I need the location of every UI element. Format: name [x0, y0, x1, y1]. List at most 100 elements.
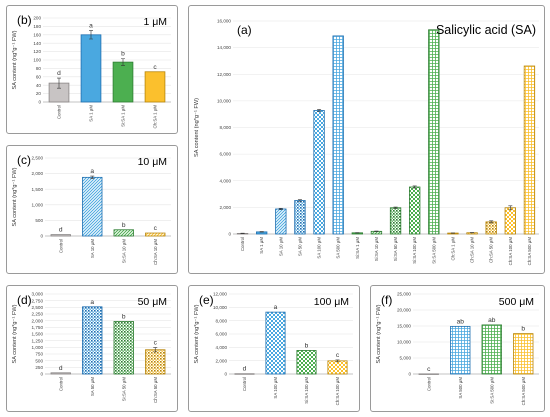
error-bar: [57, 77, 61, 89]
y-axis-label: SA content (ng*g⁻¹ FW): [376, 304, 382, 363]
y-tick-label: 60: [36, 74, 42, 79]
significance-letter: c: [427, 366, 431, 373]
chart-panel-f: 0 5,000 10,000 15,000 20,000 25,000 SA content…: [370, 285, 545, 412]
significance-letter: ab: [457, 318, 465, 325]
y-tick-label: 12,000: [217, 72, 231, 77]
bar: [234, 373, 255, 375]
significance-letter: a: [90, 168, 94, 175]
y-tick-label: 12,000: [213, 292, 227, 297]
y-tick-label: 10,000: [397, 340, 411, 345]
chart-panel-c: 0 500 1,000 1,500 2,000 2,500 SA content (ng*g…: [6, 145, 178, 274]
significance-letter: d: [57, 70, 61, 77]
x-category-label: Ch:SA 100 μM: [335, 377, 340, 406]
panel-label: (b): [17, 13, 32, 27]
y-tick-label: 3,000: [32, 292, 44, 297]
y-tick-label: 25,000: [397, 292, 411, 297]
significance-letter: d: [59, 227, 63, 234]
x-category-label: Si:SA 500 μM: [431, 237, 436, 264]
y-tick-label: 750: [35, 352, 43, 357]
significance-letter: b: [521, 326, 525, 333]
x-category-label: Si:SA 1 μM: [121, 105, 126, 127]
significance-letter: b: [122, 313, 126, 320]
x-category-label: Control: [426, 377, 431, 391]
panel-label: (a): [237, 23, 252, 37]
y-tick-label: 140: [33, 41, 41, 46]
error-bar: [412, 185, 417, 189]
chart-panel-a: 0 2,000 4,000 6,000 8,000 10,000 12,000 14,000 1…: [188, 5, 545, 274]
error-bar: [121, 58, 125, 66]
error-bar: [393, 206, 398, 209]
bar: [409, 186, 421, 235]
error-bar: [153, 347, 158, 353]
y-axis-label: SA content (ng*g⁻¹ FW): [194, 304, 200, 363]
bar: [313, 110, 325, 235]
bar: [275, 208, 287, 235]
bar: [144, 71, 166, 103]
concentration-label: 50 μM: [138, 296, 167, 308]
y-tick-label: 4,000: [220, 178, 232, 183]
y-tick-label: 16,000: [217, 19, 231, 24]
y-tick-label: 0: [408, 372, 411, 377]
concentration-label: 10 μM: [138, 156, 167, 168]
significance-letter: b: [121, 51, 125, 58]
x-category-label: Ch:SA 50 μM: [153, 377, 158, 403]
chart-svg-f: 0 5,000 10,000 15,000 20,000 25,000 SA content…: [376, 292, 539, 405]
y-tick-label: 1,000: [32, 202, 44, 207]
x-category-label: Control: [58, 377, 63, 391]
y-tick-label: 100: [33, 58, 41, 63]
x-category-label: Si:SA 1 μM: [355, 237, 360, 259]
panel-label: (d): [17, 293, 32, 307]
x-category-label: SA 500 μM: [336, 237, 341, 259]
x-category-label: Si:SA 50 μM: [393, 237, 398, 262]
y-tick-label: 1,500: [32, 332, 44, 337]
chart-panel-d: 0 250 500 750 1,000 1,250 1,500 1,750 2,000 2,250…: [6, 285, 178, 412]
y-tick-label: 40: [36, 83, 42, 88]
significance-letter: b: [122, 222, 126, 229]
bar: [50, 234, 71, 237]
y-tick-label: 160: [33, 32, 41, 37]
panel-label: (f): [381, 293, 392, 307]
bar: [145, 349, 166, 375]
x-category-label: Ch:SA 500 μM: [527, 237, 532, 266]
x-category-label: Control: [57, 105, 62, 119]
y-tick-label: 6,000: [216, 332, 228, 337]
bar: [481, 324, 502, 375]
y-tick-label: 8,000: [220, 125, 232, 130]
x-category-label: Ch:SA 10 μM: [153, 239, 158, 265]
y-tick-label: 2,000: [32, 171, 44, 176]
y-tick-label: 14,000: [217, 45, 231, 50]
y-tick-label: 120: [33, 49, 41, 54]
bar: [82, 176, 103, 237]
bar: [296, 350, 317, 375]
error-bar: [89, 30, 93, 40]
x-category-label: Si:SA 100 μM: [304, 377, 309, 404]
y-axis-label: SA content (ng*g⁻¹ FW): [12, 30, 18, 89]
error-bar: [259, 231, 264, 233]
chart-panel-b: 0 20 40 60 80 100 120 140 160 180 200 SA content (n…: [6, 5, 178, 134]
y-tick-label: 5,000: [400, 356, 412, 361]
y-tick-label: 0: [40, 372, 43, 377]
significance-letter: ab: [488, 317, 496, 324]
y-tick-label: 2,750: [32, 298, 44, 303]
significance-letter: c: [153, 64, 157, 71]
y-tick-label: 4,000: [216, 345, 228, 350]
y-tick-label: 2,000: [220, 205, 232, 210]
error-bar: [489, 220, 494, 224]
chart-svg-a: 0 2,000 4,000 6,000 8,000 10,000 12,000 14,000 1…: [194, 19, 539, 266]
y-tick-label: 500: [35, 358, 43, 363]
bar: [80, 34, 102, 103]
x-category-label: SA 1 μM: [259, 237, 264, 254]
x-category-label: Control: [242, 377, 247, 391]
y-tick-label: 0: [228, 232, 231, 237]
y-tick-label: 2,500: [32, 156, 44, 161]
error-bar: [374, 230, 379, 232]
y-tick-label: 200: [33, 16, 41, 21]
y-tick-label: 20: [36, 91, 42, 96]
x-category-label: SA 50 μM: [90, 377, 95, 396]
y-tick-label: 1,000: [32, 345, 44, 350]
x-category-label: Control: [240, 237, 245, 251]
concentration-label: 1 μM: [143, 16, 167, 28]
y-axis-label: SA content (ng*g⁻¹ FW): [194, 98, 200, 157]
x-category-label: SA 1 μM: [89, 105, 94, 122]
